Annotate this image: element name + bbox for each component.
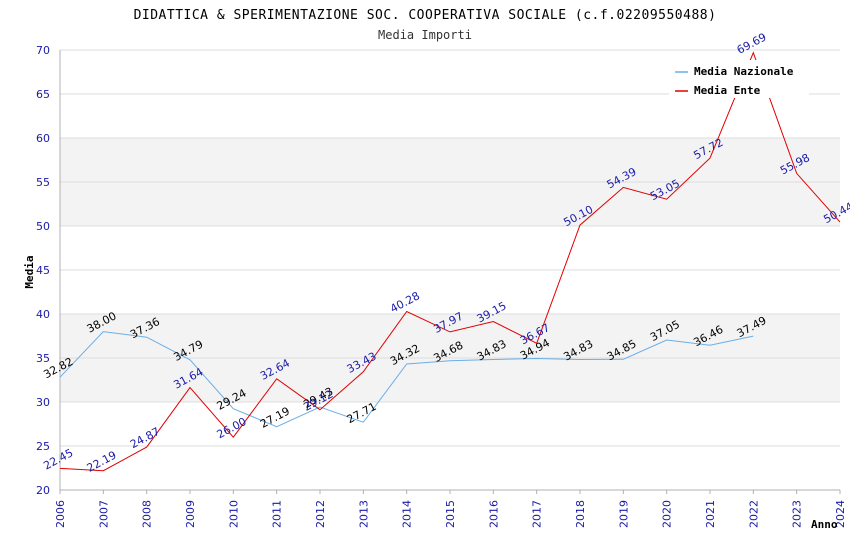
y-tick-label: 70 <box>36 44 50 57</box>
plot-band <box>60 402 840 446</box>
series-lines <box>59 51 841 472</box>
x-tick-label: 2023 <box>791 500 804 528</box>
legend-box <box>669 60 809 98</box>
x-tick-label: 2022 <box>747 500 760 528</box>
legend-label-media-nazionale: Media Nazionale <box>694 65 794 78</box>
plot-band <box>60 446 840 490</box>
plot-band <box>60 358 840 402</box>
x-tick-label: 2009 <box>184 500 197 528</box>
x-tick-label: 2024 <box>834 500 847 528</box>
x-tick-label: 2019 <box>617 500 630 528</box>
chart-subtitle: Media Importi <box>378 28 472 42</box>
x-tick-label: 2012 <box>314 500 327 528</box>
y-tick-label: 60 <box>36 132 50 145</box>
y-tick-label: 50 <box>36 220 50 233</box>
x-tick-label: 2008 <box>141 500 154 528</box>
legend-label-media-ente: Media Ente <box>694 84 761 97</box>
y-tick-label: 35 <box>36 352 50 365</box>
x-tick-label: 2016 <box>487 500 500 528</box>
y-tick-label: 30 <box>36 396 50 409</box>
y-tick-label: 20 <box>36 484 50 497</box>
legend: Media Nazionale Media Ente <box>669 60 809 98</box>
axes <box>59 50 841 494</box>
series-line-media-nazionale <box>59 331 754 428</box>
x-tick-label: 2020 <box>661 500 674 528</box>
plot-band <box>60 182 840 226</box>
plot-band <box>60 270 840 314</box>
chart-title: DIDATTICA & SPERIMENTAZIONE SOC. COOPERA… <box>134 8 717 23</box>
y-tick-label: 40 <box>36 308 50 321</box>
series-line-media-ente <box>59 51 841 472</box>
x-tick-labels: 2006 2007 2008 2009 2010 2011 2012 2013 2014 2015… <box>54 500 847 528</box>
y-axis-label: Media <box>23 255 36 288</box>
plot-band <box>60 314 840 358</box>
x-tick-label: 2021 <box>704 500 717 528</box>
x-tick-label: 2006 <box>54 500 67 528</box>
x-tick-label: 2010 <box>227 500 240 528</box>
plot-band <box>60 226 840 270</box>
x-tick-label: 2017 <box>531 500 544 528</box>
x-tick-label: 2013 <box>357 500 370 528</box>
plot-band <box>60 138 840 182</box>
y-tick-label: 25 <box>36 440 50 453</box>
plot-band <box>60 94 840 138</box>
x-tick-label: 2014 <box>401 500 414 528</box>
x-tick-label: 2015 <box>444 500 457 528</box>
x-axis-label: Anno <box>811 518 838 531</box>
x-tick-label: 2007 <box>97 500 110 528</box>
plot-background-bands <box>60 50 840 490</box>
y-tick-label: 65 <box>36 88 50 101</box>
y-tick-label: 45 <box>36 264 50 277</box>
y-tick-labels: 20 25 30 35 40 45 50 55 60 65 70 <box>36 44 50 497</box>
y-tick-label: 55 <box>36 176 50 189</box>
x-tick-label: 2011 <box>271 500 284 528</box>
x-tick-label: 2018 <box>574 500 587 528</box>
